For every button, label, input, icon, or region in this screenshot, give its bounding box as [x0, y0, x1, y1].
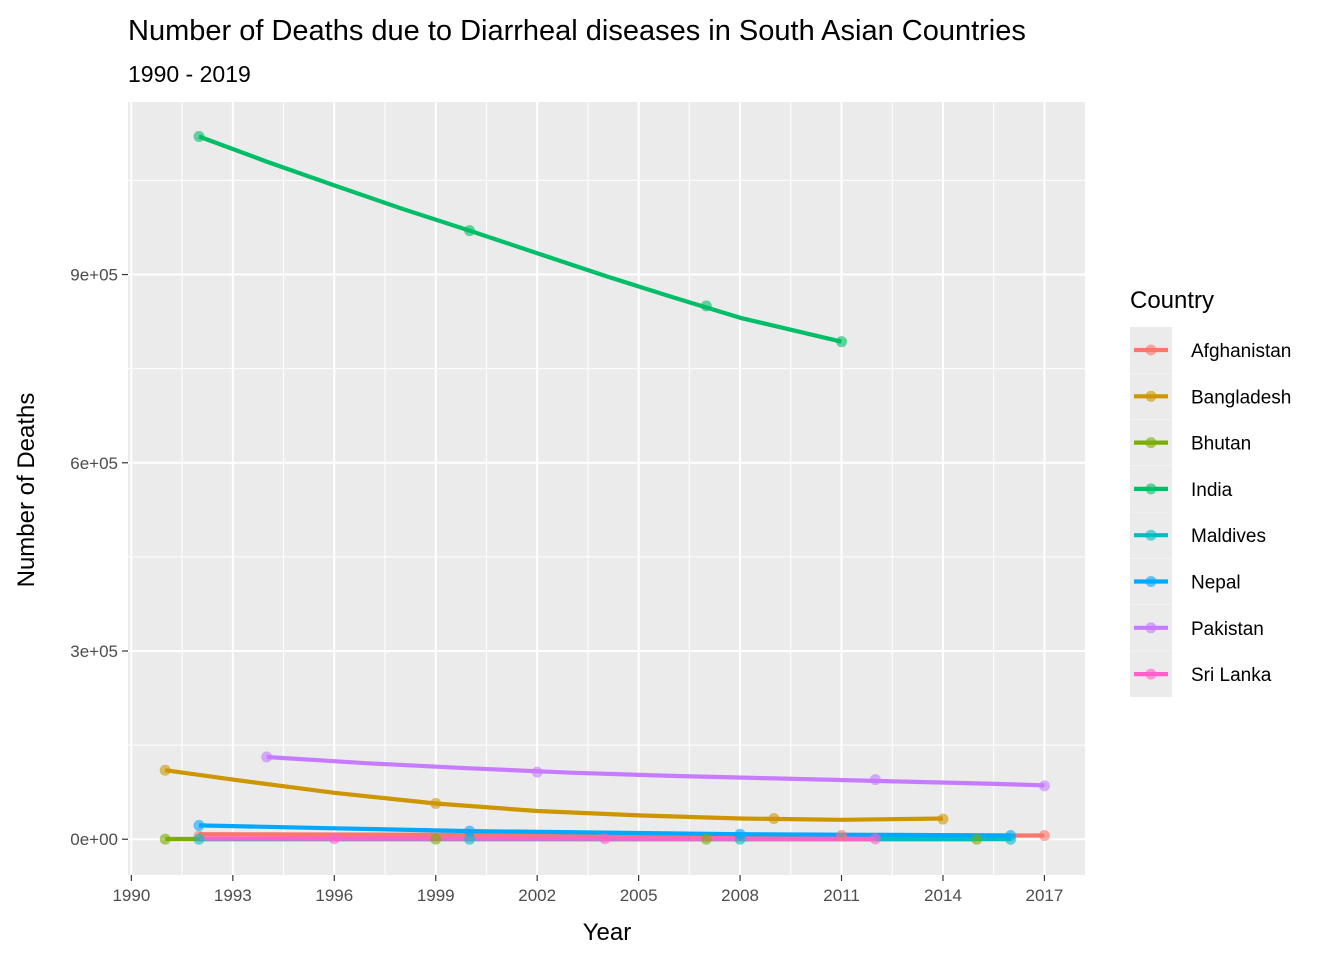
data-point-afghanistan: [1039, 830, 1050, 841]
legend-item-maldives: Maldives: [1130, 512, 1266, 558]
data-point-india: [194, 131, 205, 142]
data-point-pakistan: [1039, 780, 1050, 791]
data-point-sri-lanka: [870, 833, 881, 844]
data-point-bhutan: [971, 834, 982, 845]
legend-item-bhutan: Bhutan: [1130, 420, 1251, 466]
y-tick-label: 0e+00: [70, 830, 118, 849]
chart-title: Number of Deaths due to Diarrheal diseas…: [128, 15, 1026, 47]
legend-label: Bhutan: [1191, 434, 1251, 455]
legend-label: Maldives: [1191, 526, 1266, 547]
legend-item-bangladesh: Bangladesh: [1130, 373, 1291, 419]
data-point-sri-lanka: [329, 833, 340, 844]
data-point-bhutan: [430, 834, 441, 845]
legend-key-point: [1146, 576, 1157, 587]
legend-label: India: [1191, 480, 1233, 501]
data-point-sri-lanka: [599, 833, 610, 844]
data-point-nepal: [464, 826, 475, 837]
x-tick-label: 1993: [214, 886, 252, 905]
x-tick-label: 2011: [823, 886, 860, 905]
x-axis-title: Year: [583, 919, 632, 946]
legend-label: Afghanistan: [1191, 341, 1291, 362]
data-point-pakistan: [261, 752, 272, 763]
legend: Country Afghanistan Bangladesh Bhutan India…: [1130, 287, 1291, 697]
legend-label: Bangladesh: [1191, 387, 1291, 408]
y-tick-label: 9e+05: [70, 266, 118, 285]
chart-subtitle: 1990 - 2019: [128, 61, 251, 87]
legend-label: Nepal: [1191, 573, 1241, 594]
legend-item-nepal: Nepal: [1130, 559, 1241, 605]
data-point-pakistan: [870, 774, 881, 785]
x-tick-label: 2014: [924, 886, 962, 905]
y-tick-label: 3e+05: [70, 642, 118, 661]
x-tick-label: 2002: [518, 886, 556, 905]
data-point-bangladesh: [430, 798, 441, 809]
data-point-india: [464, 225, 475, 236]
legend-key-point: [1146, 669, 1157, 680]
legend-item-pakistan: Pakistan: [1130, 605, 1264, 651]
legend-key-point: [1146, 437, 1157, 448]
x-axis: 1990 1993 1996 1999 2002 2005 2008 2011 2014 2017: [112, 875, 1063, 905]
data-point-bhutan: [160, 834, 171, 845]
legend-item-india: India: [1130, 466, 1233, 512]
data-point-nepal: [735, 829, 746, 840]
data-point-india: [701, 300, 712, 311]
data-point-nepal: [194, 820, 205, 831]
legend-key-point: [1146, 622, 1157, 633]
legend-label: Pakistan: [1191, 619, 1264, 640]
data-point-india: [836, 336, 847, 347]
data-point-bangladesh: [937, 814, 948, 825]
legend-item-afghanistan: Afghanistan: [1130, 327, 1291, 373]
y-axis-title: Number of Deaths: [13, 393, 40, 588]
legend-key-point: [1146, 345, 1157, 356]
data-point-nepal: [1005, 830, 1016, 841]
legend-key-point: [1146, 391, 1157, 402]
legend-label: Sri Lanka: [1191, 665, 1272, 686]
data-point-pakistan: [532, 767, 543, 778]
x-tick-label: 1996: [315, 886, 353, 905]
data-point-maldives: [194, 834, 205, 845]
y-tick-label: 6e+05: [70, 454, 118, 473]
data-point-bangladesh: [160, 765, 171, 776]
x-tick-label: 1990: [112, 886, 150, 905]
legend-title: Country: [1130, 287, 1214, 314]
data-point-afghanistan: [836, 830, 847, 841]
x-tick-label: 1999: [417, 886, 455, 905]
x-tick-label: 2005: [620, 886, 658, 905]
data-point-bangladesh: [768, 813, 779, 824]
y-axis: 0e+00 3e+05 6e+05 9e+05: [70, 266, 128, 850]
x-tick-label: 2008: [721, 886, 759, 905]
legend-key-point: [1146, 530, 1157, 541]
legend-item-sri-lanka: Sri Lanka: [1130, 651, 1272, 697]
x-tick-label: 2017: [1026, 886, 1064, 905]
data-point-bhutan: [701, 834, 712, 845]
legend-key-point: [1146, 483, 1157, 494]
